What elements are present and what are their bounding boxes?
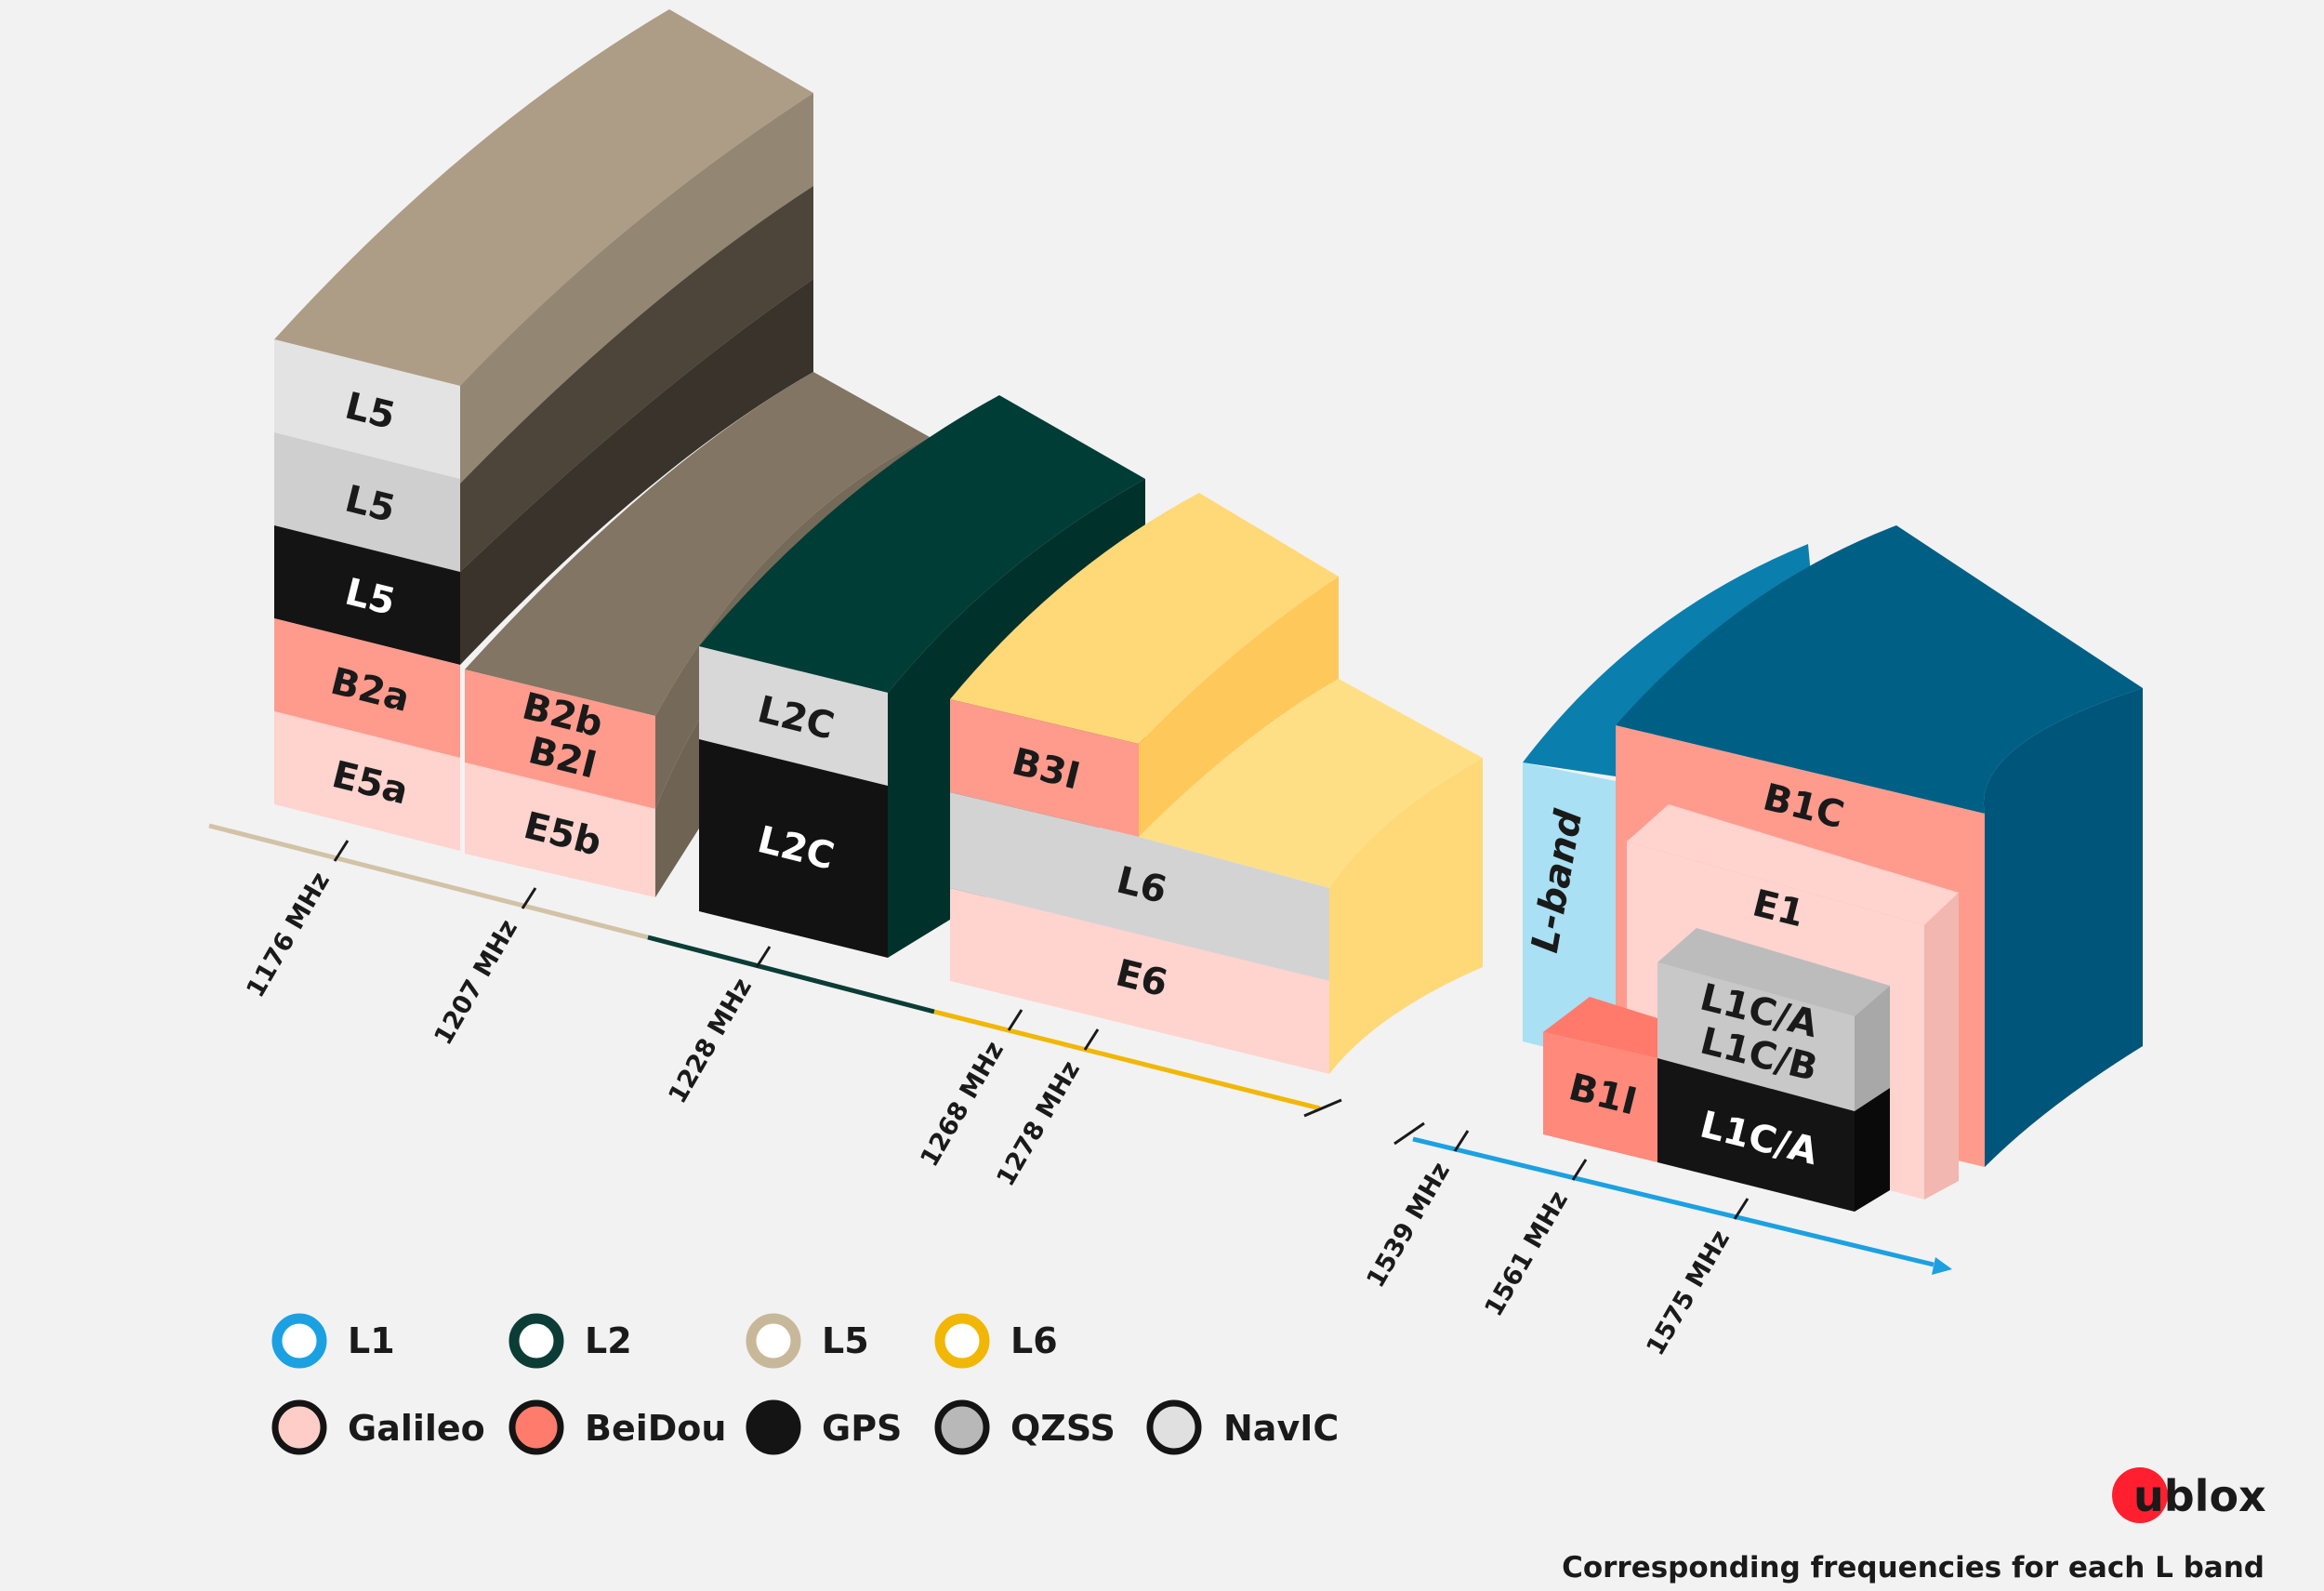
tick-label: 1268 MHz: [915, 1037, 1010, 1172]
tick-label: 1561 MHz: [1479, 1187, 1574, 1321]
navic-dot-icon: [1146, 1399, 1202, 1455]
footer-caption: Corresponding frequencies for each L ban…: [1562, 1551, 2265, 1584]
legend-item-qzss: QZSS: [934, 1399, 1116, 1455]
l2-ring-icon: [508, 1313, 564, 1369]
legend-label: BeiDou: [585, 1408, 726, 1449]
legend-label: NavIC: [1223, 1408, 1339, 1449]
legend-item-gps: GPS: [746, 1399, 902, 1455]
tick-label: 1575 MHz: [1641, 1226, 1736, 1360]
legend-item-l6: L6: [934, 1313, 1058, 1369]
qzss-dot-icon: [934, 1399, 990, 1455]
l6-band-group: B3I L6 E6: [950, 493, 1483, 1074]
tick-label: 1207 MHz: [429, 915, 523, 1050]
legend-label: QZSS: [1010, 1408, 1116, 1449]
tick-label: 1539 MHz: [1361, 1158, 1456, 1293]
tick-label: 1176 MHz: [241, 868, 336, 1002]
legend-label: GPS: [822, 1408, 902, 1449]
l1-ring-icon: [271, 1313, 327, 1369]
beidou-dot-icon: [508, 1399, 564, 1455]
legend-label: L2: [585, 1320, 632, 1361]
ublox-logo-text: ublox: [2133, 1471, 2266, 1521]
l5-ring-icon: [746, 1313, 801, 1369]
legend-item-beidou: BeiDou: [508, 1399, 726, 1455]
legend-label: L5: [822, 1320, 869, 1361]
l6-ring-icon: [934, 1313, 990, 1369]
legend-label: L1: [348, 1320, 395, 1361]
ublox-logo-mark-icon: [2112, 1467, 2168, 1523]
l1-band-group: L-band B1C E1 L1C/A L1C/B L1C/A B1I: [1523, 525, 2143, 1212]
tick-label: 1228 MHz: [663, 974, 758, 1108]
legend-item-l2: L2: [508, 1313, 632, 1369]
tick-label: 1278 MHz: [991, 1056, 1086, 1191]
legend-item-l1: L1: [271, 1313, 395, 1369]
legend-item-navic: NavIC: [1146, 1399, 1339, 1455]
legend-label: Galileo: [348, 1408, 485, 1449]
gps-dot-icon: [746, 1399, 801, 1455]
legend-label: L6: [1010, 1320, 1058, 1361]
legend-item-l5: L5: [746, 1313, 869, 1369]
legend: L1 L2 L5 L6 Galileo BeiDou GPS QZ: [271, 1313, 1339, 1455]
ublox-logo: ublox: [2112, 1467, 2266, 1523]
galileo-dot-icon: [271, 1399, 327, 1455]
legend-item-galileo: Galileo: [271, 1399, 485, 1455]
